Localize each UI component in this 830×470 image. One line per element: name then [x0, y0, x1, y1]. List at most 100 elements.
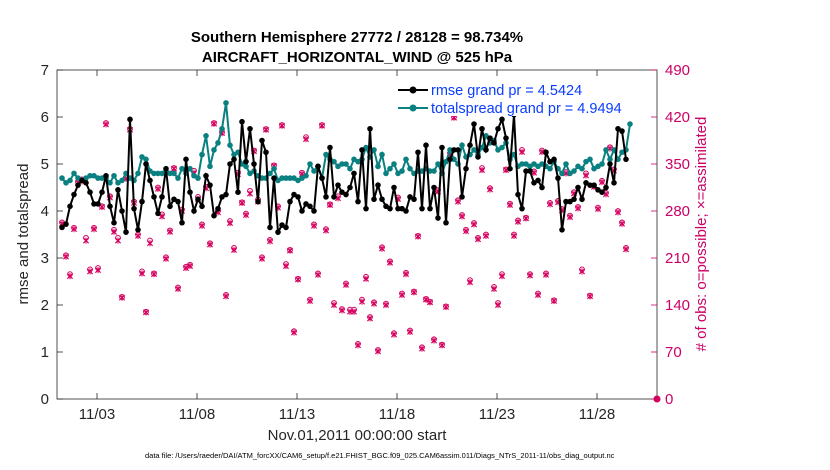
obs-assimilated-marker: [258, 255, 266, 262]
obs-assimilated-marker: [282, 262, 290, 270]
obs-assimilated-marker: [318, 122, 326, 129]
rmse-point: [499, 116, 505, 123]
rmse-point: [355, 198, 361, 205]
rmse-point: [351, 170, 357, 177]
totalspread-point: [151, 170, 157, 177]
totalspread-point: [119, 177, 125, 184]
rmse-point: [151, 194, 157, 200]
rmse-point: [159, 194, 165, 200]
y-tick-label: 5: [41, 156, 49, 173]
plot-area: [56, 69, 658, 400]
totalspread-point: [459, 142, 465, 148]
obs-assimilated-marker: [294, 276, 302, 283]
rmse-point: [63, 221, 69, 227]
totalspread-point: [599, 161, 605, 167]
rmse-point: [439, 144, 445, 151]
rmse-point: [607, 161, 613, 167]
obs-assimilated-marker: [246, 190, 254, 197]
axis-ticks: 11/03 11/08 11/13 11/18 11/23 11/280123456707…: [41, 62, 690, 423]
obs-assimilated-marker: [142, 309, 150, 316]
obs-assimilated-marker: [374, 348, 382, 355]
rmse-point: [475, 154, 481, 160]
rmse-point: [87, 189, 93, 195]
rmse-point: [283, 224, 289, 231]
rmse-point: [619, 128, 625, 134]
obs-assimilated-marker: [366, 315, 374, 322]
obs-assimilated-marker: [622, 246, 630, 253]
rmse-point: [311, 208, 317, 214]
rmse-point: [455, 147, 461, 153]
totalspread-point: [71, 170, 77, 177]
rmse-point: [467, 142, 473, 148]
rmse-point: [91, 201, 97, 207]
rmse-point: [427, 205, 433, 212]
rmse-point: [247, 125, 253, 132]
rmse-point: [287, 198, 293, 205]
obs-assimilated-marker: [510, 232, 518, 239]
obs-assimilated-marker: [86, 268, 94, 275]
obs-assimilated-marker: [522, 215, 530, 222]
rmse-point: [195, 196, 201, 203]
y-tick-label: 6: [41, 109, 49, 126]
obs-assimilated-marker: [306, 297, 314, 305]
rmse-point: [387, 205, 393, 212]
obs-assimilated-marker: [150, 271, 158, 278]
obs-assimilated-marker: [406, 328, 414, 335]
rmse-point: [575, 184, 581, 191]
rmse-point: [135, 227, 141, 233]
totalspread-point: [199, 151, 205, 158]
data-file-footnote: data file: /Users/raeder/DAI/ATM_forcXX/…: [145, 451, 615, 460]
rmse-point: [559, 227, 565, 233]
obs-assimilated-marker: [494, 301, 502, 309]
rmse-point: [315, 163, 321, 170]
obs-assimilated-marker: [314, 271, 322, 278]
rmse-point: [175, 198, 181, 205]
totalspread-point: [447, 147, 453, 153]
totalspread-point: [379, 151, 385, 158]
totalspread-point: [87, 172, 93, 179]
totalspread-point: [391, 161, 397, 167]
y-axis-right-label: # of obs: o=possible; ×=assimilated: [693, 117, 710, 352]
rmse-point: [107, 203, 113, 210]
totalspread-point: [323, 151, 329, 158]
rmse-point: [503, 135, 509, 141]
totalspread-point: [499, 144, 505, 151]
totalspread-point: [519, 161, 525, 167]
obs-assimilated-marker: [118, 294, 126, 301]
obs-assimilated-marker: [174, 285, 182, 292]
totalspread-point: [187, 165, 193, 172]
rmse-point: [403, 208, 409, 214]
totalspread-point: [267, 170, 273, 177]
obs-assimilated-marker: [430, 337, 438, 344]
rmse-point: [415, 149, 421, 156]
rmse-point: [319, 175, 325, 181]
obs-assimilated-marker: [578, 268, 586, 275]
obs-assimilated-marker: [330, 301, 338, 309]
obs-assimilated-marker: [110, 228, 118, 235]
obs-assimilated-marker: [206, 241, 214, 248]
totalspread-point: [375, 163, 381, 170]
rmse-point: [67, 203, 73, 210]
rmse-point: [187, 189, 193, 195]
rmse-point: [167, 203, 173, 210]
obs-assimilated-marker: [402, 271, 410, 278]
y-tick-label: 2: [41, 297, 49, 314]
obs-assimilated-marker: [390, 331, 398, 338]
rmse-point: [507, 165, 513, 172]
totalspread-point: [207, 163, 213, 170]
rmse-point: [335, 182, 341, 188]
rmse-point: [139, 198, 145, 205]
rmse-point: [543, 149, 549, 156]
totalspread-point: [135, 170, 141, 177]
totalspread-point: [303, 172, 309, 179]
obs-assimilated-marker: [66, 273, 74, 280]
rmse-point: [259, 137, 265, 144]
y-right-tick-label: 70: [665, 344, 682, 361]
rmse-point: [103, 172, 109, 179]
rmse-point: [443, 219, 449, 226]
obs-assimilated-marker: [162, 255, 170, 262]
obs-assimilated-marker: [418, 345, 426, 352]
obs-assimilated-marker: [146, 240, 154, 247]
obs-assimilated-marker: [82, 237, 90, 244]
obs-assimilated-marker: [266, 238, 274, 245]
